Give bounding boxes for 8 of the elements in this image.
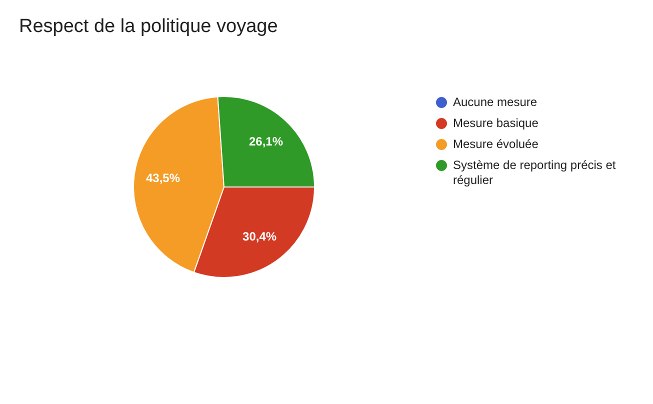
legend-label: Mesure évoluée: [453, 137, 538, 152]
data-label: 43,5%: [146, 171, 180, 186]
legend-label: Système de reporting précis et régulier: [453, 158, 617, 188]
data-label: 26,1%: [248, 134, 284, 148]
data-label: 30,4%: [242, 230, 277, 244]
chart-title: Respect de la politique voyage: [19, 16, 278, 38]
legend-label: Mesure basique: [453, 116, 538, 131]
legend-label: Aucune mesure: [453, 95, 538, 110]
